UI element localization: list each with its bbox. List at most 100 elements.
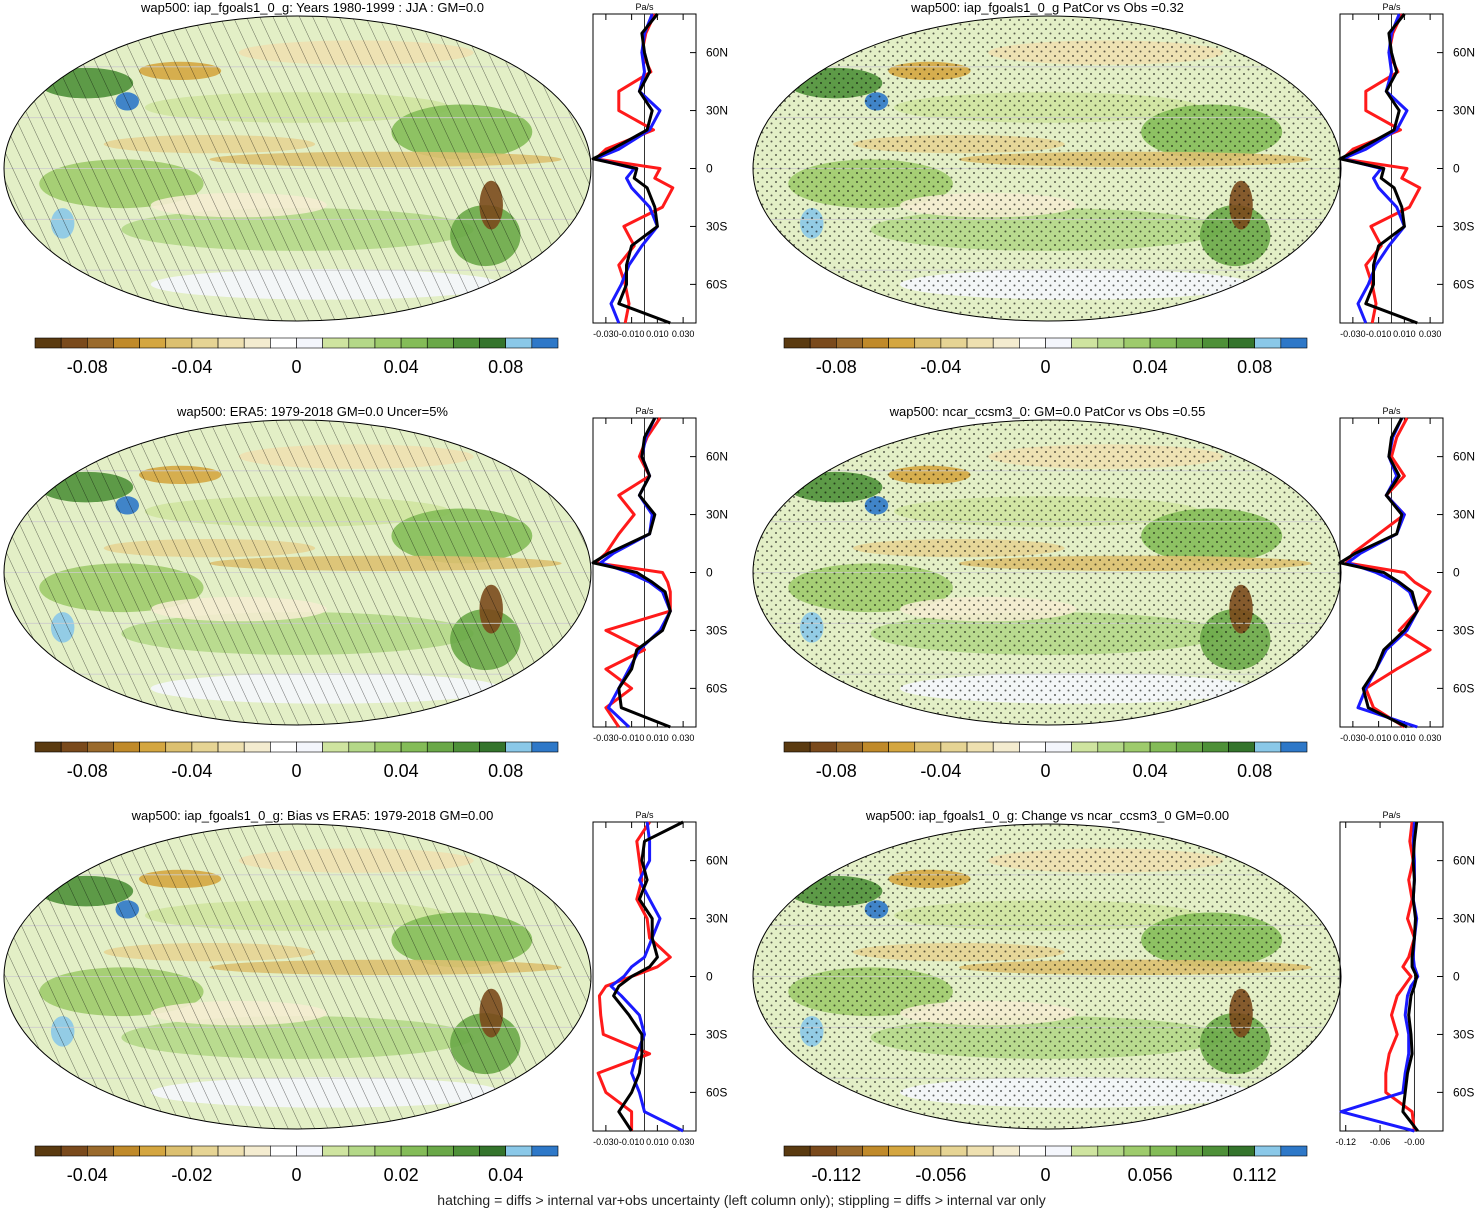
- colorbar-tick-label: -0.08: [816, 357, 857, 377]
- map-field: [753, 420, 1341, 725]
- colorbar-box: [191, 337, 219, 349]
- map-outline: [752, 15, 1342, 322]
- colorbar-box: [139, 337, 167, 349]
- profile-xtick-label: -0.00: [1404, 1137, 1425, 1147]
- colorbar-tick-label: 0: [1040, 761, 1050, 781]
- colorbar-box: [531, 741, 559, 753]
- profile-xtick-label: -0.030: [593, 1137, 619, 1147]
- colorbar-box: [87, 741, 114, 753]
- profile-series-3: [591, 13, 671, 325]
- colorbar-tick-label: 0: [291, 357, 301, 377]
- profile-xtick-label: -0.12: [1335, 1137, 1356, 1147]
- colorbar-box: [862, 741, 889, 753]
- profile-xtick-label: -0.010: [619, 1137, 645, 1147]
- colorbar-tick-label: 0.04: [1133, 761, 1168, 781]
- profile-ytick-label: 60S: [706, 277, 727, 291]
- profile-ytick-label: 0: [706, 566, 713, 580]
- colorbar-tick-label: 0: [291, 761, 301, 781]
- map-outline: [752, 823, 1342, 1130]
- profile-ytick-label: 60N: [1453, 854, 1475, 868]
- colorbar-tick-label: -0.04: [171, 357, 212, 377]
- colorbar-box: [165, 337, 193, 349]
- profile-xtick-label: 0.030: [1419, 733, 1442, 743]
- colorbar-box: [1202, 741, 1229, 753]
- colorbar-box: [835, 1145, 863, 1157]
- colorbar-tick-label: -0.04: [67, 1165, 108, 1185]
- colorbar-box: [479, 741, 506, 753]
- colorbar-tick-label: -0.08: [816, 761, 857, 781]
- colorbar-tick-label: -0.112: [811, 1165, 861, 1185]
- profile-ytick-label: 60S: [1453, 277, 1474, 291]
- colorbar-box: [1045, 337, 1072, 349]
- profile-series-1: [1384, 821, 1416, 1132]
- colorbar-box: [139, 1145, 167, 1157]
- colorbar-tick-label: -0.056: [915, 1165, 966, 1185]
- profile-ytick-label: 30N: [1453, 508, 1475, 522]
- panel-3: -0.08 -0.04 0 0.04 0.08 Pa/s -0.030 -0.010 0.010…: [3, 406, 728, 781]
- colorbar-box: [426, 337, 454, 349]
- map-field: [4, 16, 591, 321]
- colorbar-box: [809, 741, 837, 753]
- colorbar-box: [87, 337, 114, 349]
- profile-xtick-label: 0.030: [672, 733, 695, 743]
- colorbar-box: [1254, 337, 1282, 349]
- colorbar-box: [270, 741, 297, 753]
- colorbar-box: [940, 337, 968, 349]
- colorbar-box: [374, 337, 402, 349]
- colorbar-box: [1123, 337, 1151, 349]
- colorbar-box: [296, 741, 323, 753]
- profile-ytick-label: 30S: [1453, 623, 1474, 637]
- colorbar-box: [1228, 741, 1256, 753]
- map-outline: [3, 419, 592, 726]
- colorbar-box: [374, 741, 402, 753]
- colorbar-box: [1149, 1145, 1177, 1157]
- colorbar-box: [809, 337, 837, 349]
- colorbar-box: [505, 1145, 533, 1157]
- colorbar-tick-label: -0.04: [920, 357, 961, 377]
- colorbar-box: [400, 741, 428, 753]
- profile-xtick-label: 0.030: [672, 1137, 695, 1147]
- colorbar-box: [243, 741, 271, 753]
- profile-ytick-label: 60N: [1453, 450, 1475, 464]
- panel-1: -0.08 -0.04 0 0.04 0.08 Pa/s -0.030 -0.010 0.010…: [3, 2, 728, 377]
- colorbar-box: [1228, 1145, 1256, 1157]
- colorbar-box: [992, 1145, 1020, 1157]
- colorbar-box: [400, 1145, 428, 1157]
- profile-ytick-label: 60N: [706, 46, 728, 60]
- colorbar-box: [113, 337, 140, 349]
- colorbar-tick-label: 0.08: [488, 761, 523, 781]
- profile-ytick-label: 0: [706, 162, 713, 176]
- footer-note: hatching = diffs > internal var+obs unce…: [437, 1192, 1046, 1208]
- profile-series-3: [1401, 821, 1419, 1132]
- colorbar-box: [1254, 1145, 1282, 1157]
- colorbar-box: [1071, 1145, 1099, 1157]
- colorbar-box: [479, 337, 506, 349]
- zonal-profile: Pa/s -0.030 -0.010 0.010 0.030 60N 30N 0 30S 60S: [1338, 406, 1475, 743]
- profile-ytick-label: 60N: [706, 450, 728, 464]
- profile-ytick-label: 60S: [706, 681, 727, 695]
- colorbar-box: [862, 1145, 889, 1157]
- colorbar-box: [862, 337, 889, 349]
- profile-units: Pa/s: [635, 2, 654, 12]
- colorbar-box: [296, 337, 323, 349]
- colorbar-box: [426, 741, 454, 753]
- colorbar-tick-label: 0.08: [1237, 761, 1272, 781]
- profile-units: Pa/s: [635, 810, 654, 820]
- profile-xtick-label: -0.030: [1340, 329, 1366, 339]
- colorbar-box: [531, 1145, 559, 1157]
- panel-4: -0.08 -0.04 0 0.04 0.08 Pa/s -0.030 -0.010 0.010…: [752, 406, 1475, 781]
- colorbar-box: [940, 1145, 968, 1157]
- colorbar-box: [60, 337, 88, 349]
- colorbar-box: [783, 741, 811, 753]
- colorbar-box: [992, 337, 1020, 349]
- profile-ytick-label: 60N: [1453, 46, 1475, 60]
- significance-pattern: [4, 16, 591, 321]
- map-outline: [3, 15, 592, 322]
- profile-xtick-label: -0.010: [619, 329, 645, 339]
- colorbar-tick-label: 0.04: [384, 357, 419, 377]
- profile-units: Pa/s: [1382, 406, 1401, 416]
- map-outline: [3, 823, 592, 1130]
- colorbar-box: [374, 1145, 402, 1157]
- colorbar-box: [966, 1145, 994, 1157]
